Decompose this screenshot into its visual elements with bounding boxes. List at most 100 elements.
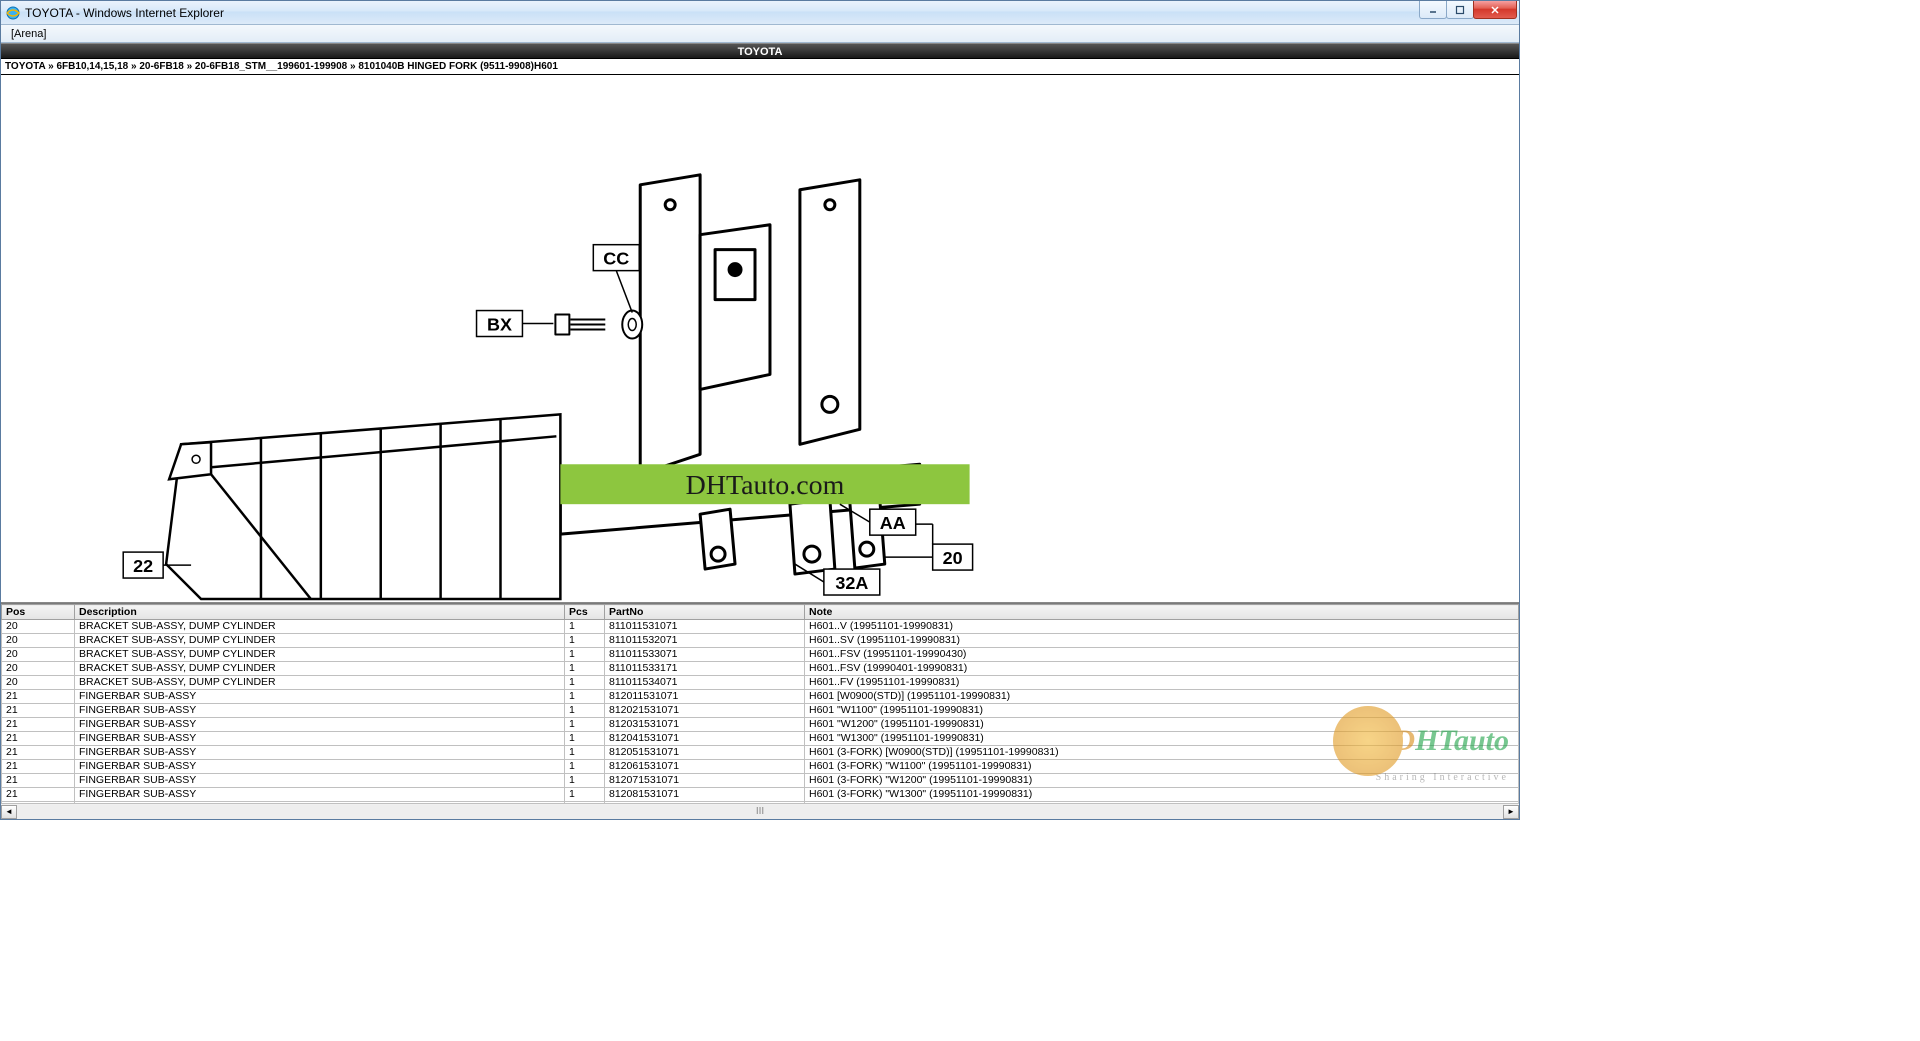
cell-partno: 812081531071 [605,788,805,802]
cell-pos: 22 [2,802,75,804]
cell-pos: 20 [2,648,75,662]
titlebar: TOYOTA - Windows Internet Explorer [1,1,1519,25]
parts-diagram: DHTauto.com CC BX AA 20 32A [1,75,1519,602]
table-row[interactable]: 21FINGERBAR SUB-ASSY1812011531071H601 [W… [2,690,1519,704]
callout-cc: CC [603,249,629,269]
cell-note: H601..FSV (19951101-19990430) [805,648,1519,662]
table-row[interactable]: 21FINGERBAR SUB-ASSY1812051531071H601 (3… [2,746,1519,760]
cell-desc: FINGERBAR SUB-ASSY [75,718,565,732]
cell-pos: 21 [2,746,75,760]
cell-desc: FINGERBAR SUB-ASSY [75,732,565,746]
cell-pcs: 1 [565,634,605,648]
horizontal-scrollbar[interactable]: ◄ III ► [1,803,1519,819]
table-row[interactable]: 21FINGERBAR SUB-ASSY1812031531071H601 "W… [2,718,1519,732]
cell-partno: 812051531071 [605,746,805,760]
table-row[interactable]: 20BRACKET SUB-ASSY, DUMP CYLINDER1811011… [2,648,1519,662]
cell-pcs: 1 [565,718,605,732]
cell-note: H601 "W1200" (19951101-19990831) [805,718,1519,732]
cell-partno: 812071531071 [605,774,805,788]
cell-pos: 21 [2,690,75,704]
cell-pcs: 1 [565,732,605,746]
scroll-track[interactable]: III [17,805,1503,819]
watermark: DHTauto.com [686,470,845,501]
cell-pos: 20 [2,676,75,690]
col-desc[interactable]: Description [75,605,565,620]
window-buttons [1420,1,1517,24]
cell-pcs: 1 [565,760,605,774]
cell-desc: FINGERBAR SUB-ASSY [75,690,565,704]
cell-note: H601..V (19951101-19990831) [805,620,1519,634]
cell-note: H601 "W1300" (19951101-19990831) [805,732,1519,746]
cell-pos: 21 [2,732,75,746]
cell-pos: 21 [2,788,75,802]
window-title: TOYOTA - Windows Internet Explorer [25,6,1420,20]
diagram-area: DHTauto.com CC BX AA 20 32A [1,75,1519,603]
cell-partno: 812031531071 [605,718,805,732]
parts-table-wrap[interactable]: Pos Description Pcs PartNo Note 20BRACKE… [1,603,1519,803]
table-row[interactable]: 21FINGERBAR SUB-ASSY1812041531071H601 "W… [2,732,1519,746]
col-pcs[interactable]: Pcs [565,605,605,620]
menubar: [Arena] [1,25,1519,43]
cell-note: H601 (3-FORK) [W0900(STD)] (19951101-199… [805,746,1519,760]
cell-pos: 21 [2,774,75,788]
cell-desc: FINGERBAR SUB-ASSY [75,704,565,718]
maximize-button[interactable] [1446,1,1474,19]
cell-partno: 811011532071 [605,634,805,648]
cell-pos: 20 [2,662,75,676]
cell-desc: FINGERBAR SUB-ASSY [75,746,565,760]
cell-pos: 21 [2,718,75,732]
cell-pcs: 1 [565,662,605,676]
col-pos[interactable]: Pos [2,605,75,620]
cell-pcs: 1 [565,676,605,690]
cell-desc: FINGERBAR SUB-ASSY [75,760,565,774]
menu-arena[interactable]: [Arena] [5,28,52,40]
cell-note: H601..FSV (19990401-19990831) [805,662,1519,676]
table-row[interactable]: 21FINGERBAR SUB-ASSY1812021531071H601 "W… [2,704,1519,718]
cell-desc: FINGERBAR SUB-ASSY [75,774,565,788]
cell-pcs: 1 [565,746,605,760]
cell-desc: BRACKET SUB-ASSY, DUMP CYLINDER [75,676,565,690]
table-header-row: Pos Description Pcs PartNo Note [2,605,1519,620]
col-partno[interactable]: PartNo [605,605,805,620]
cell-pos: 20 [2,620,75,634]
scroll-left-button[interactable]: ◄ [1,805,17,819]
callout-22: 22 [133,556,153,576]
cell-partno: 812041531071 [605,732,805,746]
table-row[interactable]: 21FINGERBAR SUB-ASSY1812061531071H601 (3… [2,760,1519,774]
close-button[interactable] [1473,1,1517,19]
cell-pos: 21 [2,760,75,774]
browser-window: TOYOTA - Windows Internet Explorer [Aren… [0,0,1520,820]
cell-note: H601 (3-FORK) "W1200" (19951101-19990831… [805,774,1519,788]
table-row[interactable]: 21FINGERBAR SUB-ASSY1812081531071H601 (3… [2,788,1519,802]
cell-pos: 21 [2,704,75,718]
cell-pcs: 1 [565,704,605,718]
col-note[interactable]: Note [805,605,1519,620]
table-row[interactable]: 20BRACKET SUB-ASSY, DUMP CYLINDER1811011… [2,634,1519,648]
cell-partno: 811011534071 [605,676,805,690]
cell-note: H601 "W1100" (19951101-19990831) [805,704,1519,718]
minimize-button[interactable] [1419,1,1447,19]
cell-desc: BRACKET SUB-ASSY, DUMP CYLINDER [75,634,565,648]
cell-desc: BRACKET SUB-ASSY, DUMP CYLINDER [75,662,565,676]
table-row[interactable]: 20BRACKET SUB-ASSY, DUMP CYLINDER1811011… [2,662,1519,676]
header-title: TOYOTA [1,43,1519,59]
cell-note: H601..FV (19951101-19990831) [805,676,1519,690]
cell-desc: BRACKET SUB-ASSY, DUMP CYLINDER [75,648,565,662]
cell-partno: 812021531071 [605,704,805,718]
cell-note: H601 (3-FORK) "W1300" (19951101-19990831… [805,788,1519,802]
cell-pcs: 1 [565,690,605,704]
callout-32a: 32A [835,573,868,593]
table-row[interactable]: 20BRACKET SUB-ASSY, DUMP CYLINDER1811011… [2,676,1519,690]
cell-note: H601 [W0900(STD)] (19951101-19990831) [805,802,1519,804]
breadcrumb: TOYOTA » 6FB10,14,15,18 » 20-6FB18 » 20-… [1,59,1519,75]
cell-partno: 811011531071 [605,620,805,634]
callout-aa: AA [880,513,906,533]
cell-desc: BRACKET SUB-ASSY, DUMP CYLINDER [75,620,565,634]
scroll-right-button[interactable]: ► [1503,805,1519,819]
table-row[interactable]: 22BACKREST SUB-ASSY1813011531071H601 [W0… [2,802,1519,804]
table-row[interactable]: 20BRACKET SUB-ASSY, DUMP CYLINDER1811011… [2,620,1519,634]
parts-table: Pos Description Pcs PartNo Note 20BRACKE… [1,604,1519,803]
cell-pcs: 1 [565,648,605,662]
cell-partno: 812061531071 [605,760,805,774]
table-row[interactable]: 21FINGERBAR SUB-ASSY1812071531071H601 (3… [2,774,1519,788]
